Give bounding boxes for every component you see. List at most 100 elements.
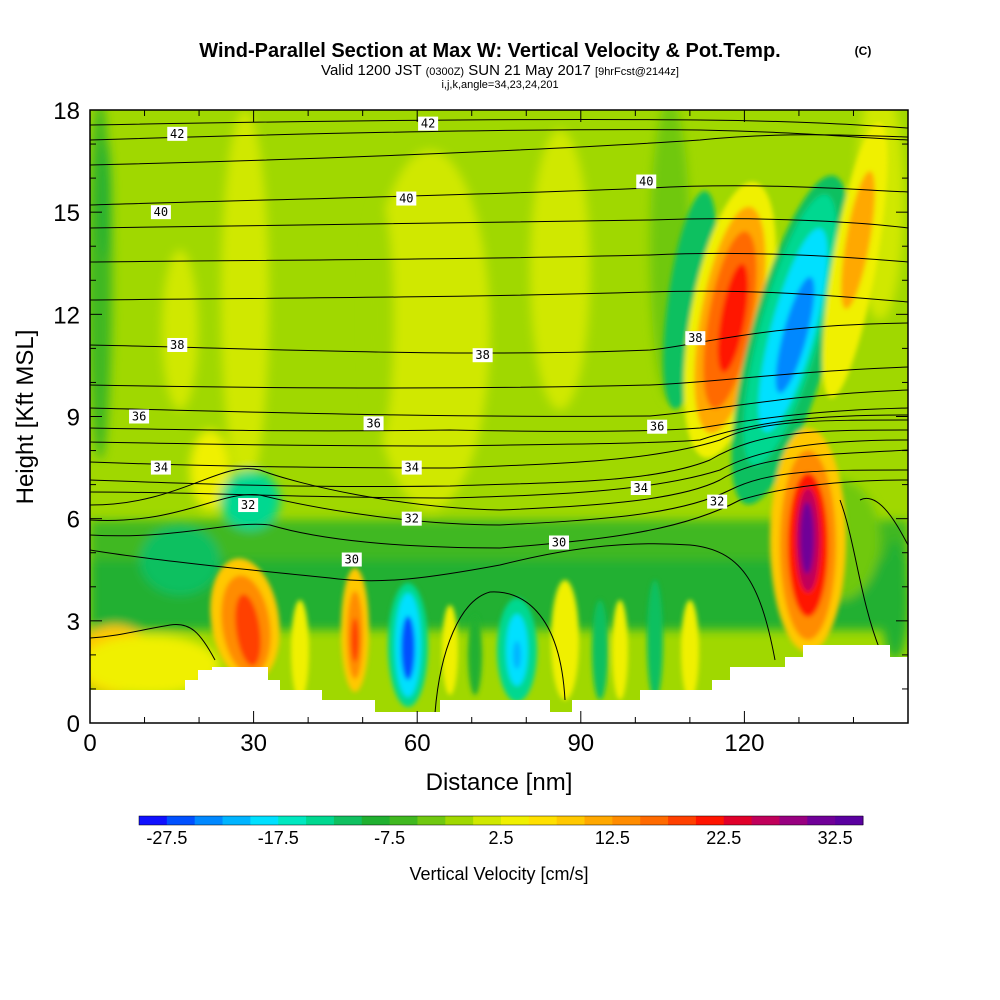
contour-label: 36 [647, 419, 668, 434]
contour-label: 42 [418, 116, 439, 131]
contour-label: 30 [548, 535, 569, 550]
contour-label-text: 32 [710, 495, 724, 509]
contour-label-bg [630, 481, 651, 496]
contour-label-bg [167, 337, 188, 352]
x-axis-ticks: 0 30 60 90 120 [83, 730, 764, 757]
colorbar-swatch [640, 816, 669, 825]
colorbar-swatch [417, 816, 446, 825]
section-parameters: i,j,k,angle=34,23,24,201 [441, 79, 558, 91]
x-tick-label: 30 [240, 730, 267, 757]
terrain-mask [90, 645, 908, 723]
subtitle-zulu: (0300Z) [426, 66, 465, 78]
colorbar-swatch [389, 816, 418, 825]
contour-label-bg [418, 116, 439, 131]
colorbar-swatch [222, 816, 251, 825]
contour-label: 42 [167, 127, 188, 141]
contour-label-text: 34 [405, 461, 419, 475]
contour-label-text: 40 [154, 205, 168, 219]
contour-label: 36 [129, 409, 150, 424]
contour-label-bg [401, 511, 422, 526]
contour-label: 38 [167, 337, 188, 352]
contour-label-bg [363, 416, 384, 431]
contour-label: 40 [396, 191, 417, 206]
colorbar [138, 815, 864, 826]
contour-label-bg [472, 348, 493, 363]
y-tick-label: 3 [67, 609, 80, 636]
x-tick-label: 60 [404, 730, 431, 757]
subtitle-valid: Valid 1200 JST [321, 62, 421, 79]
contour-label-text: 40 [399, 192, 413, 206]
contour-label-text: 36 [366, 416, 380, 430]
y-tick-label: 6 [67, 507, 80, 534]
contour-label: 34 [630, 481, 651, 496]
colorbar-swatch [166, 816, 196, 825]
contour-label-bg [401, 460, 422, 475]
contour-label-text: 42 [421, 117, 435, 131]
contour-label-text: 32 [405, 512, 419, 526]
colorbar-swatch [250, 816, 279, 825]
x-tick-label: 120 [724, 730, 764, 757]
contour-label: 32 [401, 511, 422, 526]
contour-labels: 30 30 32 32 32 34 34 34 36 36 36 38 38 38 40 40 40 42 42 [129, 116, 728, 567]
x-axis-label: Distance [nm] [426, 769, 573, 796]
colorbar-swatch [612, 816, 641, 825]
contour-label: 34 [401, 460, 422, 475]
colorbar-swatch [445, 816, 474, 825]
colorbar-swatch [835, 816, 864, 825]
colorbar-swatch [306, 816, 335, 825]
contour-label-text: 32 [241, 498, 255, 512]
colorbar-swatch [501, 816, 530, 825]
contour-label: 40 [636, 174, 657, 189]
contour-label-text: 38 [170, 338, 184, 352]
minor-ticks [89, 109, 909, 724]
potential-temperature-contours [90, 118, 908, 714]
contour-label-text: 34 [634, 481, 648, 495]
contour-label-bg [548, 535, 569, 550]
colorbar-swatch [333, 816, 363, 825]
y-tick-label: 15 [53, 200, 80, 227]
contour-label-bg [238, 498, 259, 513]
colorbar-swatch [556, 816, 586, 825]
x-tick-label: 0 [83, 730, 96, 757]
colorbar-swatch [473, 816, 502, 825]
colorbar-tick-label: 2.5 [488, 828, 513, 848]
colorbar-tick-label: -7.5 [374, 828, 405, 848]
contour-label-bg [685, 331, 706, 346]
colorbar-swatch [584, 816, 613, 825]
colorbar-swatch [723, 816, 753, 825]
copyright-mark: (C) [855, 44, 872, 58]
contour-label-text: 40 [639, 175, 653, 189]
chart-subtitle: Valid 1200 JST (0300Z) SUN 21 May 2017 [… [321, 62, 679, 79]
contour-label-bg [150, 460, 171, 475]
colorbar-swatch [361, 816, 391, 825]
colorbar-swatch [528, 816, 558, 825]
colorbar-swatch [695, 816, 725, 825]
contour-label: 32 [707, 494, 728, 509]
contour-label-bg [647, 419, 668, 434]
contour-label: 36 [363, 416, 384, 431]
contour-label: 38 [472, 348, 493, 363]
contour-label: 30 [341, 552, 362, 567]
colorbar-swatch [779, 816, 808, 825]
colorbar-swatch [807, 816, 836, 825]
colorbar-frame [138, 815, 864, 826]
contour-label-text: 30 [552, 536, 566, 550]
contour-label-text: 38 [688, 331, 702, 345]
contour-label-bg [150, 205, 171, 220]
colorbar-swatch [668, 816, 697, 825]
colorbar-tick-label: 22.5 [706, 828, 741, 848]
colorbar-swatch [194, 816, 224, 825]
contour-label-bg [129, 409, 150, 424]
y-tick-label: 0 [67, 711, 80, 738]
colorbar-tick-label: 12.5 [595, 828, 630, 848]
colorbar-tick-label: -27.5 [146, 828, 187, 848]
velocity-field [90, 110, 908, 723]
subtitle-date: SUN 21 May 2017 [468, 62, 591, 79]
contour-label-bg [396, 191, 417, 206]
contour-label: 38 [685, 331, 706, 346]
contour-label: 40 [150, 205, 171, 220]
colorbar-tick-label: 32.5 [818, 828, 853, 848]
contour-label-bg [636, 174, 657, 189]
subtitle-forecast: [9hrFcst@2144z] [595, 66, 679, 78]
contour-label-text: 38 [475, 348, 489, 362]
